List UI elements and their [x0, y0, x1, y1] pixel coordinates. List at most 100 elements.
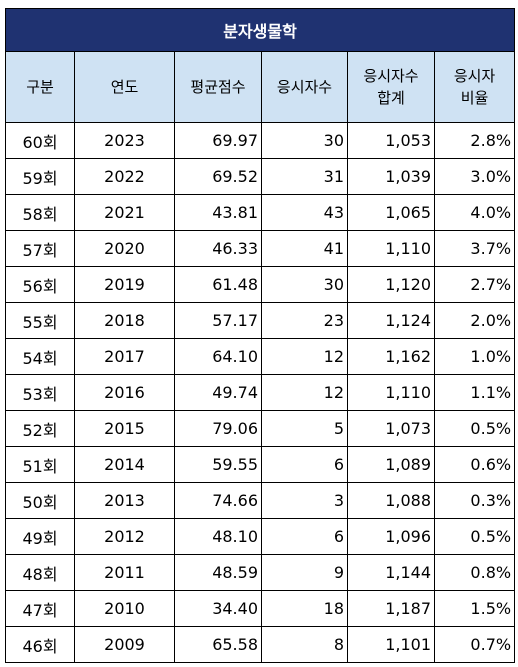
- header-line: 응시자: [453, 67, 496, 85]
- applicants-cell: 43: [261, 194, 348, 231]
- average-score-cell: 34.40: [174, 590, 262, 627]
- ratio-cell: 3.7%: [433, 230, 516, 267]
- average-score-cell: 49.74: [174, 374, 262, 411]
- average-score-cell: 48.10: [174, 518, 262, 555]
- total-applicants-cell: 1,187: [347, 590, 435, 627]
- applicants-cell: 23: [261, 302, 348, 339]
- average-score-cell: 43.81: [174, 194, 262, 231]
- column-header: 응시자수 합계: [347, 51, 435, 123]
- round-cell: 50회: [5, 482, 75, 519]
- ratio-cell: 0.5%: [433, 410, 516, 447]
- table-body: 60회 2023 69.97 30 1,053 2.8% 59회 2022 69.52 31 1,0…: [5, 122, 516, 663]
- average-score-cell: 48.59: [174, 554, 262, 591]
- year-cell: 2009: [74, 626, 175, 663]
- average-score-cell: 64.10: [174, 338, 262, 375]
- round-cell: 46회: [5, 626, 75, 663]
- total-applicants-cell: 1,065: [347, 194, 435, 231]
- round-cell: 58회: [5, 194, 75, 231]
- year-cell: 2022: [74, 158, 175, 195]
- average-score-cell: 79.06: [174, 410, 262, 447]
- round-cell: 57회: [5, 230, 75, 267]
- applicants-cell: 3: [261, 482, 348, 519]
- year-cell: 2015: [74, 410, 175, 447]
- table-title: 분자생물학: [4, 8, 516, 52]
- average-score-cell: 69.52: [174, 158, 262, 195]
- table-row: 50회 2013 74.66 3 1,088 0.3%: [5, 482, 516, 519]
- round-cell: 53회: [5, 374, 75, 411]
- year-cell: 2019: [74, 266, 175, 303]
- header-row: 구분 연도 평균점수 응시자수 응시자수 합계 응시자 비율: [5, 51, 516, 123]
- total-applicants-cell: 1,124: [347, 302, 435, 339]
- ratio-cell: 1.0%: [433, 338, 516, 375]
- table-row: 58회 2021 43.81 43 1,065 4.0%: [5, 194, 516, 231]
- table-row: 59회 2022 69.52 31 1,039 3.0%: [5, 158, 516, 195]
- average-score-cell: 69.97: [174, 122, 262, 159]
- average-score-cell: 65.58: [174, 626, 262, 663]
- year-cell: 2020: [74, 230, 175, 267]
- year-cell: 2013: [74, 482, 175, 519]
- ratio-cell: 2.0%: [433, 302, 516, 339]
- header-line: 구분: [26, 78, 54, 96]
- applicants-cell: 30: [261, 266, 348, 303]
- total-applicants-cell: 1,096: [347, 518, 435, 555]
- average-score-cell: 46.33: [174, 230, 262, 267]
- header-line: 연도: [110, 78, 139, 96]
- round-cell: 47회: [5, 590, 75, 627]
- total-applicants-cell: 1,088: [347, 482, 435, 519]
- ratio-cell: 0.6%: [433, 446, 516, 483]
- ratio-cell: 3.0%: [433, 158, 516, 195]
- year-cell: 2016: [74, 374, 175, 411]
- round-cell: 51회: [5, 446, 75, 483]
- round-cell: 48회: [5, 554, 75, 591]
- applicants-cell: 41: [261, 230, 348, 267]
- applicants-cell: 30: [261, 122, 348, 159]
- ratio-cell: 4.0%: [433, 194, 516, 231]
- average-score-cell: 59.55: [174, 446, 262, 483]
- total-applicants-cell: 1,144: [347, 554, 435, 591]
- column-header: 연도: [74, 51, 175, 123]
- ratio-cell: 0.8%: [433, 554, 516, 591]
- column-header: 구분: [5, 51, 75, 123]
- applicants-cell: 31: [261, 158, 348, 195]
- year-cell: 2017: [74, 338, 175, 375]
- ratio-cell: 0.7%: [433, 626, 516, 663]
- table-row: 56회 2019 61.48 30 1,120 2.7%: [5, 266, 516, 303]
- year-cell: 2012: [74, 518, 175, 555]
- total-applicants-cell: 1,110: [347, 230, 435, 267]
- year-cell: 2014: [74, 446, 175, 483]
- table-row: 51회 2014 59.55 6 1,089 0.6%: [5, 446, 516, 483]
- applicants-cell: 6: [261, 518, 348, 555]
- column-header: 응시자수: [261, 51, 348, 123]
- exam-stats-table: 분자생물학 구분 연도 평균점수 응시자수 응시자수 합계 응시자 비율 60회 20…: [4, 8, 516, 663]
- year-cell: 2023: [74, 122, 175, 159]
- applicants-cell: 5: [261, 410, 348, 447]
- applicants-cell: 8: [261, 626, 348, 663]
- table-row: 47회 2010 34.40 18 1,187 1.5%: [5, 590, 516, 627]
- applicants-cell: 18: [261, 590, 348, 627]
- ratio-cell: 0.5%: [433, 518, 516, 555]
- year-cell: 2010: [74, 590, 175, 627]
- average-score-cell: 74.66: [174, 482, 262, 519]
- table-container: 분자생물학 구분 연도 평균점수 응시자수 응시자수 합계 응시자 비율 60회 20…: [4, 8, 516, 663]
- header-line: 비율: [460, 89, 489, 107]
- ratio-cell: 1.1%: [433, 374, 516, 411]
- total-applicants-cell: 1,089: [347, 446, 435, 483]
- average-score-cell: 61.48: [174, 266, 262, 303]
- ratio-cell: 2.8%: [433, 122, 516, 159]
- table-row: 57회 2020 46.33 41 1,110 3.7%: [5, 230, 516, 267]
- table-row: 48회 2011 48.59 9 1,144 0.8%: [5, 554, 516, 591]
- round-cell: 60회: [5, 122, 75, 159]
- table-row: 52회 2015 79.06 5 1,073 0.5%: [5, 410, 516, 447]
- total-applicants-cell: 1,053: [347, 122, 435, 159]
- total-applicants-cell: 1,073: [347, 410, 435, 447]
- total-applicants-cell: 1,110: [347, 374, 435, 411]
- applicants-cell: 12: [261, 338, 348, 375]
- average-score-cell: 57.17: [174, 302, 262, 339]
- header-line: 합계: [377, 89, 405, 107]
- year-cell: 2021: [74, 194, 175, 231]
- total-applicants-cell: 1,101: [347, 626, 435, 663]
- round-cell: 55회: [5, 302, 75, 339]
- round-cell: 52회: [5, 410, 75, 447]
- round-cell: 56회: [5, 266, 75, 303]
- applicants-cell: 12: [261, 374, 348, 411]
